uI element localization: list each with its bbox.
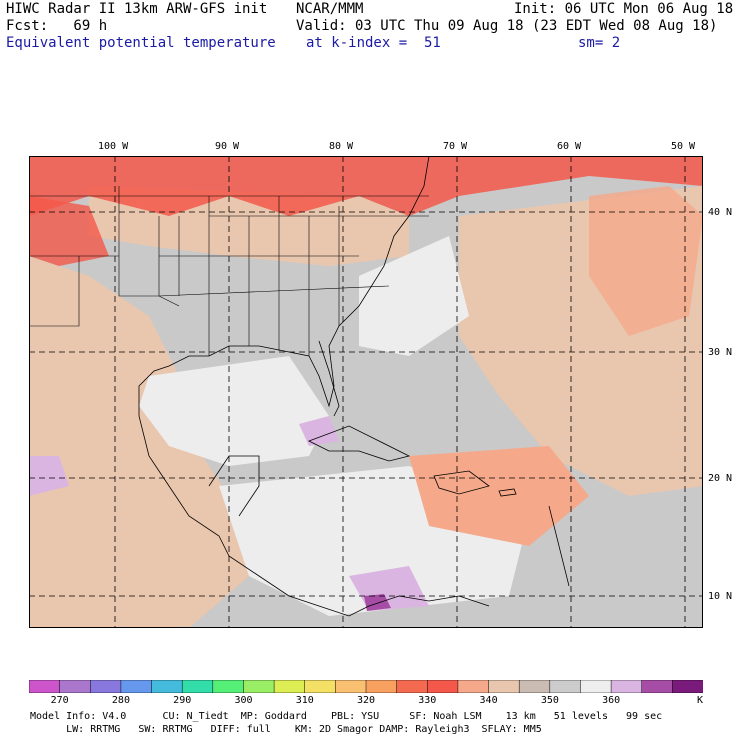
ocean-light-gulf xyxy=(139,356,329,466)
lon-label-70w: 70 W xyxy=(443,141,468,152)
color-bar-swatch xyxy=(181,680,214,693)
salmon-region-caribbean xyxy=(409,446,589,546)
color-bar-swatch xyxy=(120,680,153,693)
color-bar-swatch xyxy=(335,680,367,693)
header-title: HIWC Radar II 13km ARW-GFS init xyxy=(6,1,268,17)
header-source: NCAR/MMM xyxy=(296,1,364,17)
color-bar-swatch xyxy=(29,680,61,693)
red-region-north xyxy=(29,156,703,216)
color-bar-tick-label: 280 xyxy=(111,695,130,706)
lavender-region-cuba xyxy=(299,416,339,446)
color-bar-swatch xyxy=(396,680,429,693)
lon-label-60w: 60 W xyxy=(557,141,582,152)
color-bar-swatch xyxy=(672,680,703,693)
color-bar-swatch xyxy=(488,680,520,693)
color-bar-tick-label: 340 xyxy=(479,695,498,706)
header-valid: Valid: 03 UTC Thu 09 Aug 18 (23 EDT Wed … xyxy=(296,18,718,34)
lat-label-40n: 40 N xyxy=(708,207,733,218)
color-bar-swatch xyxy=(212,680,245,693)
model-info-line2: LW: RRTMG SW: RRTMG DIFF: full KM: 2D Sm… xyxy=(30,724,542,735)
color-bar-swatch xyxy=(427,680,459,693)
color-bar-swatch xyxy=(365,680,398,693)
theta-e-map xyxy=(29,156,703,628)
salmon-region-atlantic xyxy=(589,186,703,336)
level-label: at k-index = 51 xyxy=(306,35,441,51)
purple-region-colombia xyxy=(364,594,391,611)
lat-label-30n: 30 N xyxy=(708,347,733,358)
color-bar-tick-label: 310 xyxy=(295,695,314,706)
color-bar-swatch xyxy=(518,680,551,693)
color-bar-swatch xyxy=(457,680,490,693)
color-bar-tick-label: 330 xyxy=(418,695,437,706)
color-bar-swatch xyxy=(151,680,183,693)
ocean-light-atlantic xyxy=(359,236,469,356)
color-bar-swatch xyxy=(610,680,643,693)
field-name: Equivalent potential temperature xyxy=(6,35,276,51)
tan-region-mexico xyxy=(29,256,249,628)
color-bar xyxy=(29,680,703,693)
lon-label-90w: 90 W xyxy=(215,141,240,152)
color-bar-tick-label: 270 xyxy=(50,695,69,706)
header-fcst: Fcst: 69 h xyxy=(6,18,108,34)
model-info-line1: Model Info: V4.0 CU: N_Tiedt MP: Goddard… xyxy=(30,711,663,722)
lat-label-20n: 20 N xyxy=(708,473,733,484)
color-bar-swatch xyxy=(59,680,92,693)
header-init: Init: 06 UTC Mon 06 Aug 18 xyxy=(514,1,734,17)
color-bar-swatch xyxy=(304,680,337,693)
lon-label-100w: 100 W xyxy=(98,141,129,152)
color-bar-swatch xyxy=(273,680,306,693)
color-bar-tick-label: 350 xyxy=(540,695,559,706)
color-bar-swatch xyxy=(549,680,582,693)
state-borders xyxy=(29,186,429,356)
lat-label-10n: 10 N xyxy=(708,591,733,602)
lon-label-50w: 50 W xyxy=(671,141,696,152)
lat-lon-grid xyxy=(29,156,703,628)
red-region-plains xyxy=(29,196,109,266)
smooth-label: sm= 2 xyxy=(578,35,621,51)
color-bar-tick-label: 300 xyxy=(234,695,253,706)
color-bar-swatch xyxy=(90,680,122,693)
color-bar-tick-label: 360 xyxy=(602,695,621,706)
color-bar-swatch xyxy=(641,680,674,693)
color-bar-tick-label: 320 xyxy=(357,695,376,706)
color-bar-swatch xyxy=(243,680,275,693)
color-bar-tick-label: 290 xyxy=(173,695,192,706)
coastlines xyxy=(138,156,570,617)
color-bar-swatch xyxy=(580,680,612,693)
color-bar-unit: K xyxy=(697,695,704,706)
lavender-region-pacific xyxy=(29,456,69,496)
lon-label-80w: 80 W xyxy=(329,141,354,152)
